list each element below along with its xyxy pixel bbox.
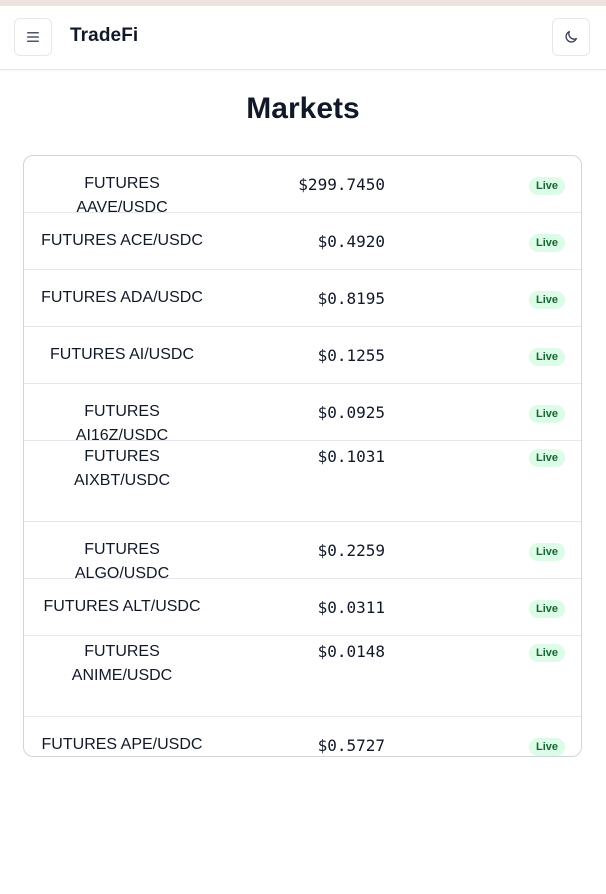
status-badge: Live [528, 738, 565, 756]
market-symbol: FUTURES AAVE/USDC [76, 175, 168, 216]
status-badge: Live [528, 449, 565, 467]
page-title: Markets [246, 92, 360, 125]
market-symbol: FUTURES AI16Z/USDC [75, 403, 169, 444]
market-row[interactable]: FUTURES ALGO/USDC $0.2259 Live [24, 522, 581, 582]
status-badge: Live [528, 600, 565, 618]
market-price: $0.2259 [317, 541, 385, 560]
status-badge: Live [528, 177, 565, 195]
market-row[interactable]: FUTURES ACE/USDC $0.4920 Live [24, 213, 581, 270]
status-badge: Live [528, 405, 565, 423]
status-badge: Live [528, 234, 565, 252]
moon-icon [565, 31, 577, 43]
status-badge: Live [528, 348, 565, 366]
market-price: $0.4920 [317, 232, 385, 251]
market-row[interactable]: FUTURES ALT/USDC $0.0311 Live [24, 579, 581, 636]
market-price: $0.1031 [317, 447, 385, 466]
market-symbol: FUTURES AI/USDC [49, 346, 194, 363]
market-price: $0.5727 [317, 736, 385, 755]
market-row[interactable]: FUTURES ANIME/USDC $0.0148 Live [24, 636, 581, 717]
market-symbol: FUTURES APE/USDC [41, 736, 203, 753]
market-row[interactable]: FUTURES APE/USDC $0.5727 Live [24, 717, 581, 756]
market-price: $299.7450 [298, 175, 385, 194]
market-row[interactable]: FUTURES AI16Z/USDC $0.0925 Live [24, 384, 581, 444]
app-header: TradeFi [0, 6, 606, 70]
market-price: $0.1255 [317, 346, 385, 365]
market-price: $0.0148 [317, 642, 385, 661]
markets-list: FUTURES AAVE/USDC $299.7450 Live FUTURES… [23, 155, 582, 757]
market-row[interactable]: FUTURES AAVE/USDC $299.7450 Live [24, 156, 581, 216]
status-badge: Live [528, 291, 565, 309]
brand-title[interactable]: TradeFi [70, 25, 139, 46]
market-symbol: FUTURES ADA/USDC [41, 289, 203, 306]
market-symbol: FUTURES ALGO/USDC [74, 541, 170, 582]
market-price: $0.8195 [317, 289, 385, 308]
hamburger-menu-icon [27, 32, 39, 42]
market-row[interactable]: FUTURES AI/USDC $0.1255 Live [24, 327, 581, 384]
market-row[interactable]: FUTURES AIXBT/USDC $0.1031 Live [24, 441, 581, 522]
market-symbol: FUTURES ANIME/USDC [71, 643, 173, 684]
theme-toggle-button[interactable] [552, 18, 590, 56]
status-badge: Live [528, 644, 565, 662]
menu-button[interactable] [14, 18, 52, 56]
top-accent-strip [0, 0, 606, 6]
market-price: $0.0311 [317, 598, 385, 617]
market-symbol: FUTURES ALT/USDC [43, 598, 201, 615]
market-price: $0.0925 [317, 403, 385, 422]
market-symbol: FUTURES ACE/USDC [41, 232, 203, 249]
status-badge: Live [528, 543, 565, 561]
market-row[interactable]: FUTURES ADA/USDC $0.8195 Live [24, 270, 581, 327]
market-symbol: FUTURES AIXBT/USDC [73, 448, 170, 489]
